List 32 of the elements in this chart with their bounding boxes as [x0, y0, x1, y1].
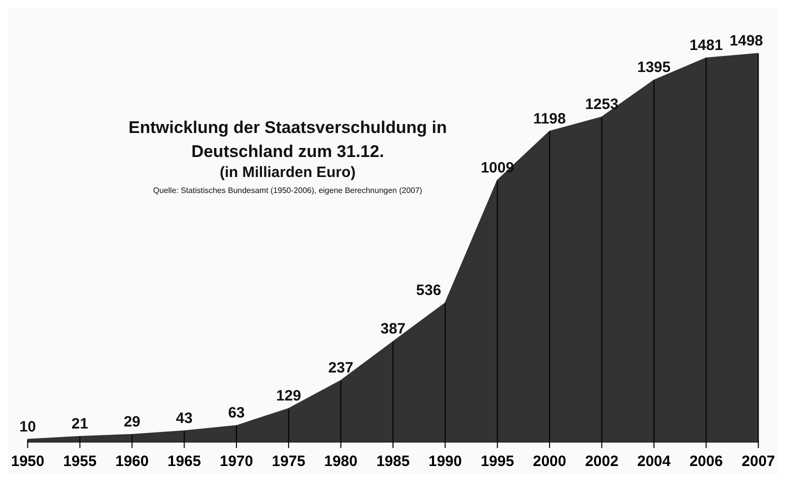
data-label: 1253 [585, 96, 618, 114]
data-label: 1395 [637, 59, 671, 76]
annotation: Quelle: Statistisches Bundesamt (1950-2006), eigene Berechnungen (2007) [153, 186, 423, 195]
data-label: 129 [276, 388, 302, 405]
data-label: 21 [72, 416, 88, 433]
text: Entwicklung der Staatsverschuldung in Deutschland zum 31.12. [128, 118, 447, 161]
x-tick-label: 1965 [168, 453, 201, 470]
data-label: 29 [124, 413, 140, 430]
data-label: 10 [19, 418, 36, 436]
x-tick-label: 2004 [637, 453, 672, 470]
data-label: 1481 [689, 36, 723, 54]
x-tick-label: 2006 [689, 453, 723, 470]
x-tick-label: 2000 [532, 453, 566, 470]
data-label: 43 [176, 410, 193, 427]
text: (in Milliarden Euro) [220, 164, 356, 181]
x-tick-label: 2007 [742, 453, 776, 470]
x-tick-label: 1975 [272, 453, 306, 470]
data-label: 237 [328, 360, 354, 377]
x-tick-label: 2002 [585, 453, 618, 470]
data-label: 1498 [730, 32, 764, 50]
data-label: 387 [380, 320, 406, 338]
x-tick-label: 1980 [324, 453, 358, 470]
x-tick-label: 1995 [480, 453, 514, 470]
x-tick-label: 1955 [63, 453, 97, 470]
x-tick-label: 1990 [428, 453, 462, 470]
x-tick-label: 1970 [220, 453, 254, 470]
data-label: 536 [416, 282, 442, 300]
data-label: 63 [228, 404, 245, 422]
data-label: 1198 [533, 110, 566, 128]
x-tick-label: 1985 [376, 453, 410, 470]
x-tick-label: 1950 [10, 453, 44, 470]
x-tick-label: 1960 [115, 453, 149, 470]
